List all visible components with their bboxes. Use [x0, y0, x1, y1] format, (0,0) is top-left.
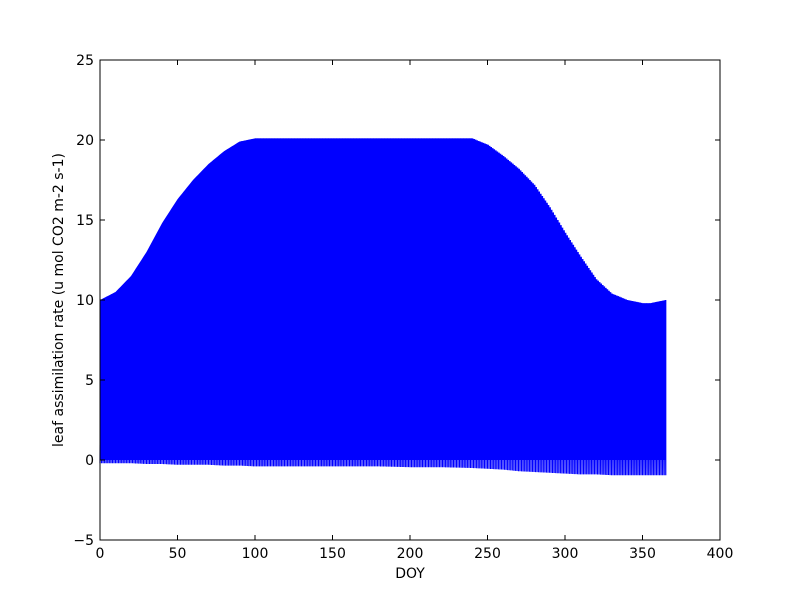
x-tick-label: 0 — [96, 546, 105, 562]
y-tick-label: 0 — [85, 453, 94, 469]
x-tick-label: 250 — [474, 546, 501, 562]
y-tick-label: 5 — [85, 373, 94, 389]
x-tick-label: 150 — [319, 546, 346, 562]
x-tick-label: 300 — [552, 546, 579, 562]
y-tick-label: 15 — [76, 213, 94, 229]
y-axis: −5 0 5 10 15 20 25 — [73, 53, 720, 549]
x-tick-label: 350 — [629, 546, 656, 562]
y-tick-label: 25 — [76, 53, 94, 69]
y-tick-label: 10 — [76, 293, 94, 309]
x-tick-label: 400 — [707, 546, 734, 562]
series-layer — [99, 138, 667, 476]
series-line-0 — [99, 138, 667, 476]
x-tick-label: 100 — [242, 546, 269, 562]
x-tick-label: 200 — [397, 546, 424, 562]
x-tick-label: 50 — [169, 546, 187, 562]
x-axis: 0 50 100 150 200 250 300 350 400 — [96, 60, 734, 562]
y-axis-label: leaf assimilation rate (u mol CO2 m-2 s-… — [51, 153, 67, 447]
y-tick-label: 20 — [76, 133, 94, 149]
x-axis-label: DOY — [395, 566, 425, 582]
y-tick-label: −5 — [73, 533, 94, 549]
